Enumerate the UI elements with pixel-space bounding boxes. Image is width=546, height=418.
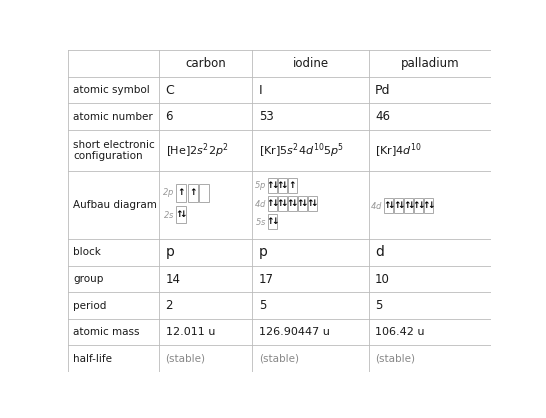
Text: ↓: ↓: [397, 201, 405, 209]
Text: ↑: ↑: [288, 181, 296, 190]
Text: ↓: ↓: [271, 199, 278, 208]
Text: atomic mass: atomic mass: [73, 327, 140, 337]
Text: ↑: ↑: [423, 201, 430, 209]
Text: ↓: ↓: [271, 181, 278, 190]
Text: ↑: ↑: [296, 199, 304, 208]
Text: (stable): (stable): [165, 354, 206, 364]
Text: p: p: [165, 245, 175, 260]
Text: ↓: ↓: [427, 201, 435, 209]
Text: atomic symbol: atomic symbol: [73, 85, 150, 95]
Text: 2$p$: 2$p$: [162, 186, 174, 199]
Text: ↑: ↑: [266, 181, 274, 190]
Text: ↑: ↑: [266, 199, 274, 208]
Text: group: group: [73, 274, 104, 284]
Text: 5: 5: [375, 299, 382, 312]
Text: d: d: [375, 245, 384, 260]
Text: 53: 53: [259, 110, 274, 123]
Text: 2$s$: 2$s$: [163, 209, 174, 220]
Text: ↑: ↑: [393, 201, 400, 209]
Text: [Kr]4$d^{10}$: [Kr]4$d^{10}$: [375, 141, 422, 160]
Text: Pd: Pd: [375, 84, 390, 97]
Text: 5$p$: 5$p$: [254, 179, 266, 192]
Text: ↓: ↓: [387, 201, 395, 209]
Text: ↑: ↑: [276, 199, 284, 208]
Text: short electronic
configuration: short electronic configuration: [73, 140, 155, 161]
Text: carbon: carbon: [186, 57, 226, 70]
Text: I: I: [259, 84, 262, 97]
Text: ↓: ↓: [180, 210, 187, 219]
Text: ↑: ↑: [189, 188, 197, 197]
Text: 106.42 u: 106.42 u: [375, 327, 425, 337]
Text: (stable): (stable): [375, 354, 415, 364]
Text: palladium: palladium: [401, 57, 459, 70]
Text: ↑: ↑: [266, 217, 274, 226]
Text: ↑: ↑: [177, 188, 185, 197]
Text: 17: 17: [259, 273, 274, 285]
Text: 5: 5: [259, 299, 266, 312]
Text: 4$d$: 4$d$: [370, 199, 383, 211]
Text: ↑: ↑: [306, 199, 314, 208]
Text: [Kr]5$s^2$4$d^{10}$5$p^5$: [Kr]5$s^2$4$d^{10}$5$p^5$: [259, 141, 344, 160]
Text: 12.011 u: 12.011 u: [165, 327, 215, 337]
Text: 6: 6: [165, 110, 173, 123]
Text: p: p: [259, 245, 268, 260]
Text: (stable): (stable): [259, 354, 299, 364]
Text: Aufbau diagram: Aufbau diagram: [73, 200, 157, 210]
Text: ↓: ↓: [290, 199, 298, 208]
Text: half-life: half-life: [73, 354, 112, 364]
Text: ↓: ↓: [407, 201, 414, 209]
Text: [He]2$s^2$2$p^2$: [He]2$s^2$2$p^2$: [165, 141, 228, 160]
Text: block: block: [73, 247, 101, 257]
Text: ↓: ↓: [301, 199, 308, 208]
Text: ↓: ↓: [311, 199, 318, 208]
Text: 4$d$: 4$d$: [253, 198, 266, 209]
Text: 126.90447 u: 126.90447 u: [259, 327, 330, 337]
Text: 2: 2: [165, 299, 173, 312]
Text: 5$s$: 5$s$: [255, 216, 266, 227]
Text: ↓: ↓: [417, 201, 424, 209]
Text: ↓: ↓: [271, 217, 278, 226]
Text: period: period: [73, 301, 106, 311]
Text: C: C: [165, 84, 174, 97]
Text: ↑: ↑: [175, 210, 183, 219]
Text: 14: 14: [165, 273, 181, 285]
Text: ↑: ↑: [287, 199, 294, 208]
Text: ↑: ↑: [403, 201, 410, 209]
Text: ↓: ↓: [281, 199, 288, 208]
Text: 46: 46: [375, 110, 390, 123]
Text: 10: 10: [375, 273, 390, 285]
Text: ↑: ↑: [383, 201, 390, 209]
Text: ↑: ↑: [413, 201, 420, 209]
Text: ↓: ↓: [281, 181, 288, 190]
Text: atomic number: atomic number: [73, 112, 153, 122]
Text: iodine: iodine: [293, 57, 329, 70]
Text: ↑: ↑: [276, 181, 284, 190]
